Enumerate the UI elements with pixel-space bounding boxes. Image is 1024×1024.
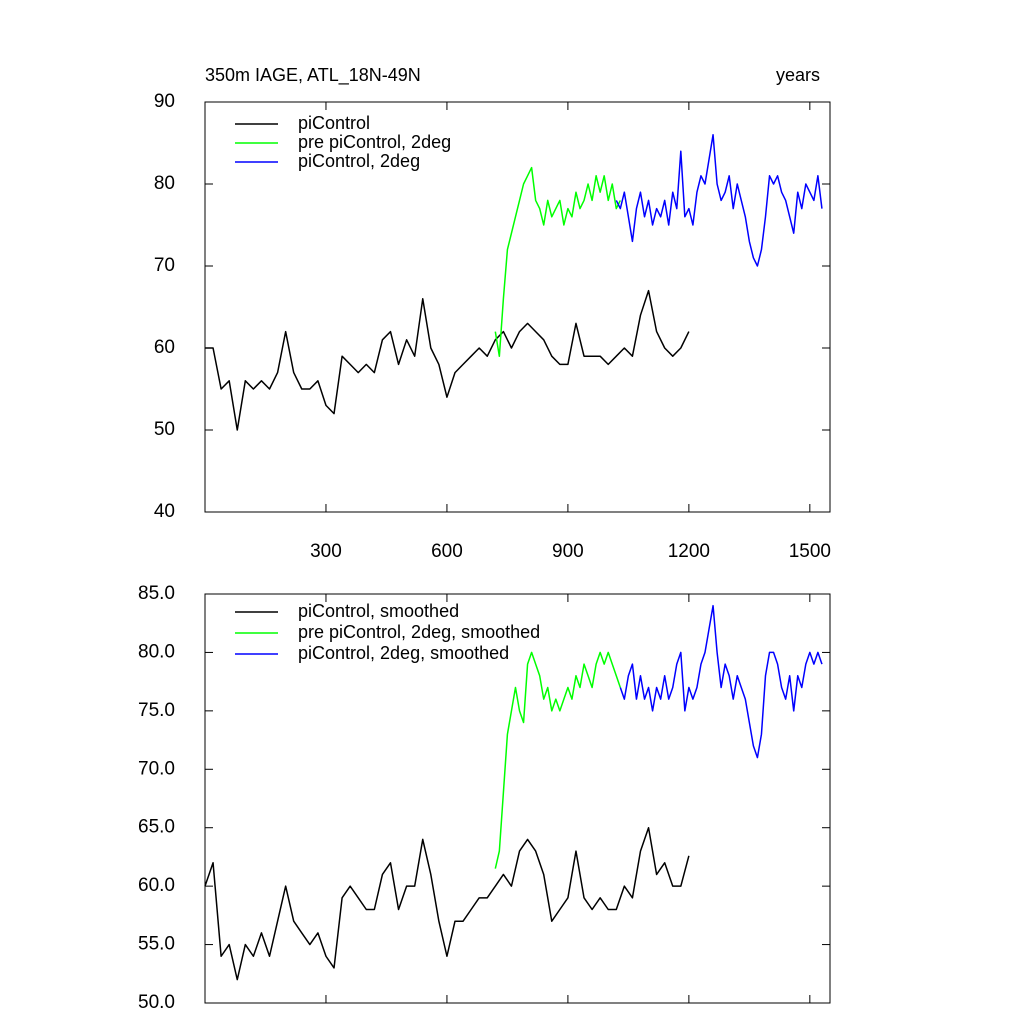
y-tick-label: 60 bbox=[154, 337, 175, 358]
y-tick-label: 70.0 bbox=[138, 758, 175, 779]
legend-label: pre piControl, 2deg bbox=[298, 132, 451, 152]
legend-label: piControl bbox=[298, 113, 370, 133]
series-line bbox=[205, 289, 690, 431]
y-tick-label: 50 bbox=[154, 419, 175, 440]
legend-label: piControl, smoothed bbox=[298, 601, 459, 621]
plot-frame bbox=[204, 593, 831, 1004]
y-tick-label: 80.0 bbox=[138, 641, 175, 662]
series-line bbox=[494, 166, 621, 357]
legend-label: piControl, 2deg bbox=[298, 151, 420, 171]
x-tick-label: 900 bbox=[552, 541, 584, 562]
x-tick-label: 300 bbox=[310, 541, 342, 562]
y-tick-label: 90 bbox=[154, 91, 175, 112]
x-tick-label: 1200 bbox=[668, 541, 710, 562]
right-title: years bbox=[776, 65, 820, 85]
chart-title: 350m IAGE, ATL_18N-49N bbox=[205, 65, 421, 86]
y-tick-label: 85.0 bbox=[138, 583, 175, 604]
series-line bbox=[615, 134, 823, 267]
y-tick-label: 40 bbox=[154, 501, 175, 522]
x-tick-label: 600 bbox=[431, 541, 463, 562]
legend-label: pre piControl, 2deg, smoothed bbox=[298, 622, 540, 642]
y-tick-label: 80 bbox=[154, 173, 175, 194]
legend-label: piControl, 2deg, smoothed bbox=[298, 643, 509, 663]
y-tick-label: 50.0 bbox=[138, 992, 175, 1013]
series-line bbox=[204, 826, 690, 981]
y-tick-label: 65.0 bbox=[138, 817, 175, 838]
y-tick-label: 55.0 bbox=[138, 934, 175, 955]
x-tick-label: 1500 bbox=[789, 541, 831, 562]
y-tick-label: 75.0 bbox=[138, 700, 175, 721]
series-line bbox=[494, 651, 622, 869]
series-line bbox=[619, 604, 823, 759]
y-tick-label: 60.0 bbox=[138, 875, 175, 896]
y-tick-label: 70 bbox=[154, 255, 175, 276]
plot-frame bbox=[204, 101, 831, 513]
